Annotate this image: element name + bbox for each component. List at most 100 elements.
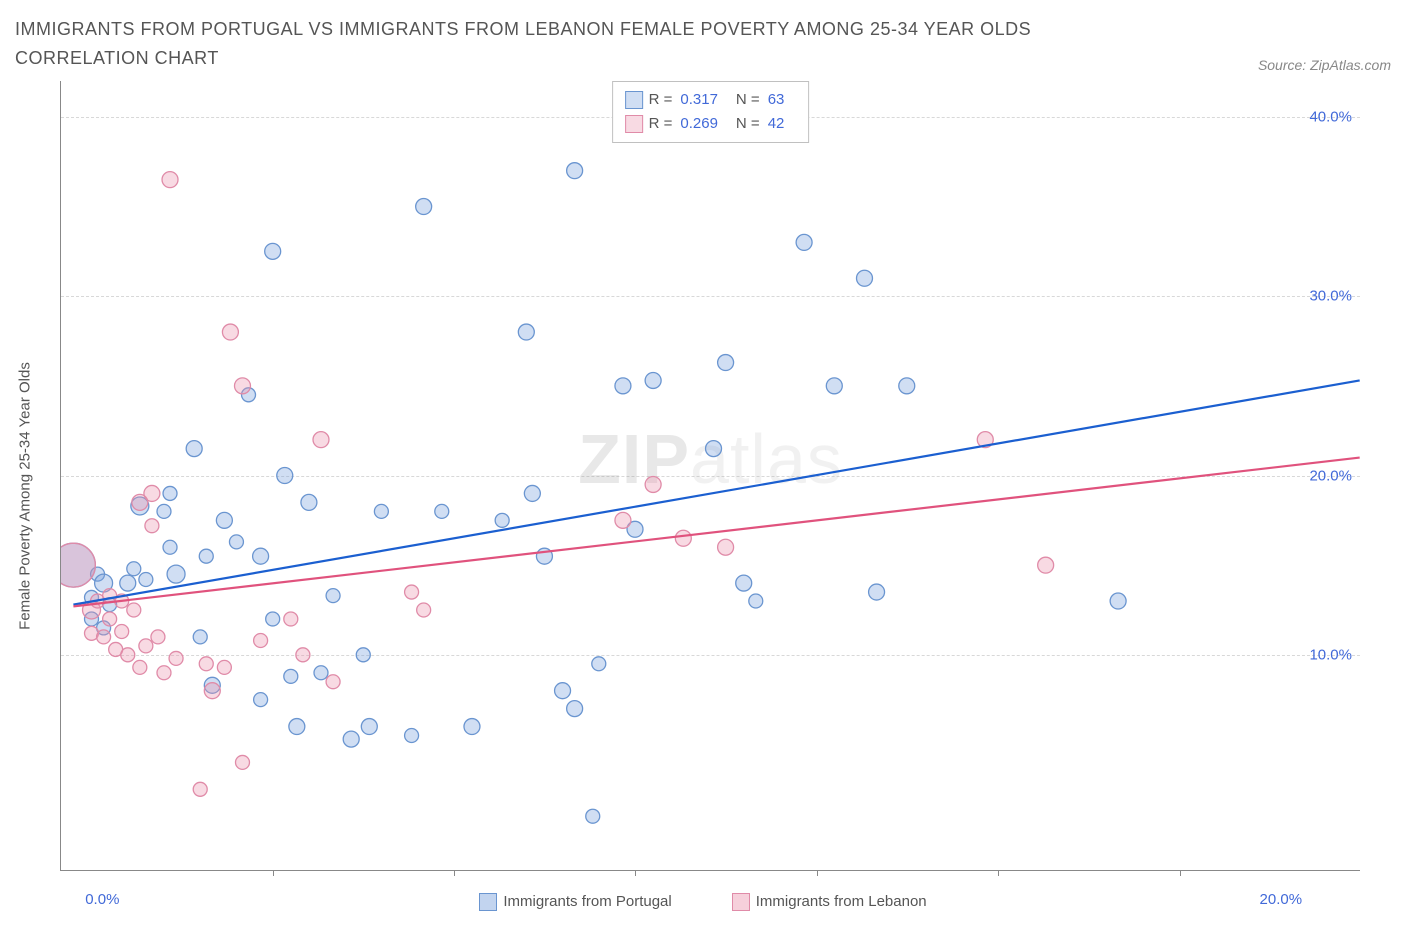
data-point [277, 467, 293, 483]
chart-wrap: Female Poverty Among 25-34 Year Olds ZIP… [15, 81, 1391, 911]
data-point [144, 485, 160, 501]
data-point [706, 440, 722, 456]
data-point [356, 647, 370, 661]
data-point [326, 588, 340, 602]
data-point [857, 270, 873, 286]
x-tick [635, 870, 636, 876]
data-point [120, 575, 136, 591]
x-tick-label: 0.0% [85, 891, 119, 908]
data-point [718, 354, 734, 370]
data-point [254, 692, 268, 706]
data-point [199, 656, 213, 670]
data-point [374, 504, 388, 518]
x-tick [273, 870, 274, 876]
x-tick [1180, 870, 1181, 876]
data-point [204, 682, 220, 698]
legend-row: R = 0.317 N = 63 [625, 88, 797, 112]
legend-swatch [479, 893, 497, 911]
data-point [313, 431, 329, 447]
data-point [1110, 593, 1126, 609]
data-point [265, 243, 281, 259]
data-point [826, 377, 842, 393]
data-point [675, 530, 691, 546]
legend-label: Immigrants from Portugal [503, 893, 671, 910]
legend-swatch [732, 893, 750, 911]
data-point [254, 633, 268, 647]
trend-line [73, 380, 1359, 604]
data-point [1038, 557, 1054, 573]
data-point [151, 629, 165, 643]
legend-n-value: 42 [768, 112, 785, 136]
data-point [567, 700, 583, 716]
data-point [217, 660, 231, 674]
data-point [796, 234, 812, 250]
data-point [405, 585, 419, 599]
data-point [284, 669, 298, 683]
data-point [169, 651, 183, 665]
data-point [157, 504, 171, 518]
data-point [592, 656, 606, 670]
data-point [567, 162, 583, 178]
data-point [163, 540, 177, 554]
data-point [162, 171, 178, 187]
legend-swatch [625, 115, 643, 133]
data-point [216, 512, 232, 528]
legend-top: R =0.317N =63R =0.269N =42 [612, 81, 810, 143]
data-point [139, 638, 153, 652]
legend-r-value: 0.317 [680, 88, 718, 112]
data-point [103, 612, 117, 626]
legend-bottom-item: Immigrants from Portugal [479, 893, 671, 911]
data-point [61, 543, 95, 587]
data-point [121, 647, 135, 661]
data-point [235, 755, 249, 769]
data-point [405, 728, 419, 742]
data-point [586, 809, 600, 823]
data-point [157, 665, 171, 679]
data-point [301, 494, 317, 510]
chart-title: IMMIGRANTS FROM PORTUGAL VS IMMIGRANTS F… [15, 15, 1115, 73]
data-point [899, 377, 915, 393]
data-point [615, 377, 631, 393]
data-point [284, 612, 298, 626]
data-point [615, 512, 631, 528]
x-tick [454, 870, 455, 876]
data-point [749, 594, 763, 608]
scatter-svg [61, 81, 1360, 870]
data-point [343, 731, 359, 747]
data-point [145, 518, 159, 532]
plot-area: ZIPatlas R =0.317N =63R =0.269N =42 10.0… [60, 81, 1360, 871]
data-point [234, 377, 250, 393]
data-point [266, 612, 280, 626]
data-point [97, 629, 111, 643]
legend-n-label: N = [736, 112, 760, 136]
legend-n-label: N = [736, 88, 760, 112]
y-axis-label: Female Poverty Among 25-34 Year Olds [17, 362, 34, 630]
source-label: Source: ZipAtlas.com [1258, 57, 1391, 73]
data-point [253, 548, 269, 564]
data-point [167, 565, 185, 583]
data-point [296, 647, 310, 661]
trend-line [73, 457, 1359, 606]
data-point [518, 324, 534, 340]
x-tick [998, 870, 999, 876]
legend-n-value: 63 [768, 88, 785, 112]
data-point [193, 782, 207, 796]
data-point [127, 603, 141, 617]
legend-bottom: Immigrants from Portugal Immigrants from … [15, 893, 1391, 911]
data-point [115, 624, 129, 638]
data-point [326, 674, 340, 688]
data-point [718, 539, 734, 555]
legend-swatch [625, 91, 643, 109]
data-point [645, 476, 661, 492]
data-point [186, 440, 202, 456]
data-point [222, 324, 238, 340]
data-point [495, 513, 509, 527]
legend-r-label: R = [649, 112, 673, 136]
legend-label: Immigrants from Lebanon [756, 893, 927, 910]
legend-row: R =0.269N =42 [625, 112, 797, 136]
data-point [869, 584, 885, 600]
legend-r-label: R = [649, 88, 673, 112]
x-tick-label: 20.0% [1260, 891, 1303, 908]
data-point [127, 561, 141, 575]
data-point [736, 575, 752, 591]
